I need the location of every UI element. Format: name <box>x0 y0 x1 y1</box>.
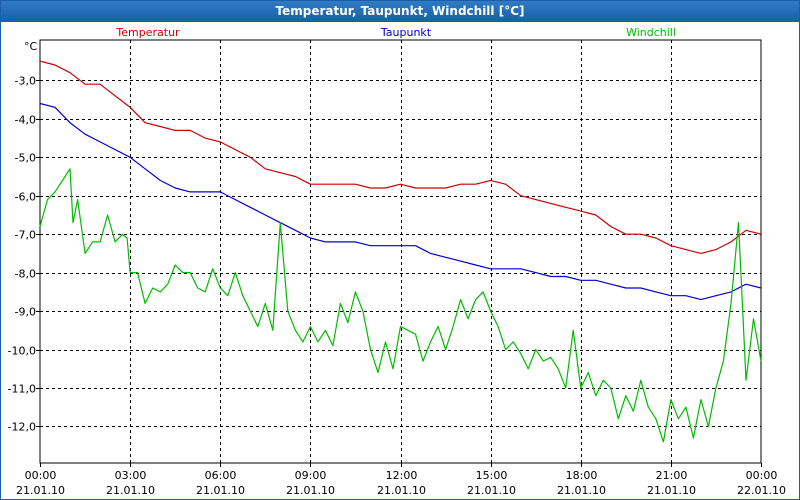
x-tick-date-label: 21.01.10 <box>377 484 426 497</box>
series-line-taupunkt <box>39 102 762 301</box>
x-tick-time-label: 03:00 <box>115 469 147 482</box>
series-lines <box>39 60 762 443</box>
x-tick-time-label: 18:00 <box>566 469 598 482</box>
legend-taupunkt: Taupunkt <box>380 26 432 39</box>
legend: Temperatur Taupunkt Windchill <box>115 26 676 39</box>
series-line-windchill <box>39 168 762 443</box>
x-tick-date-label: 21.01.10 <box>557 484 606 497</box>
series-line-temperatur <box>39 60 762 254</box>
x-tick-date-label: 22.01.10 <box>737 484 786 497</box>
x-tick-time-label: 21:00 <box>656 469 688 482</box>
x-tick-date-label: 21.01.10 <box>196 484 245 497</box>
x-tick-date-label: 21.01.10 <box>16 484 65 497</box>
x-tick-time-label: 12:00 <box>386 469 418 482</box>
x-tick-time-label: 09:00 <box>295 469 327 482</box>
plot-area <box>39 39 762 464</box>
y-tick-label: -12,0 <box>8 421 36 434</box>
legend-temperatur: Temperatur <box>115 26 180 39</box>
y-tick-label: -8,0 <box>15 268 36 281</box>
chart-title: Temperatur, Taupunkt, Windchill [°C] <box>1 1 799 22</box>
y-tick-label: -9,0 <box>15 306 36 319</box>
y-tick-label: -6,0 <box>15 191 36 204</box>
x-tick-time-label: 00:00 <box>25 469 57 482</box>
y-tick-label: -10,0 <box>8 345 36 358</box>
x-tick-date-label: 21.01.10 <box>647 484 696 497</box>
y-tick-label: -3,0 <box>15 75 36 88</box>
legend-windchill: Windchill <box>626 26 676 39</box>
x-tick-date-label: 21.01.10 <box>106 484 155 497</box>
y-axis-label: °C <box>24 40 38 53</box>
y-axis-ticks: -3,0 -4,0 -5,0 -6,0 -7,0 -8,0 -9,0 -10,0 -11,0 -1… <box>8 75 40 434</box>
x-tick-date-label: 21.01.10 <box>286 484 335 497</box>
y-tick-label: -7,0 <box>15 229 36 242</box>
x-tick-time-label: 00:00 <box>746 469 778 482</box>
x-tick-date-label: 21.01.10 <box>467 484 516 497</box>
x-axis-ticks: 00:00 21.01.10 03:00 21.01.10 06:00 21.01.10 0… <box>16 463 786 497</box>
y-tick-label: -5,0 <box>15 152 36 165</box>
y-tick-label: -11,0 <box>8 383 36 396</box>
y-tick-label: -4,0 <box>15 114 36 127</box>
x-tick-time-label: 15:00 <box>476 469 508 482</box>
x-tick-time-label: 06:00 <box>205 469 237 482</box>
